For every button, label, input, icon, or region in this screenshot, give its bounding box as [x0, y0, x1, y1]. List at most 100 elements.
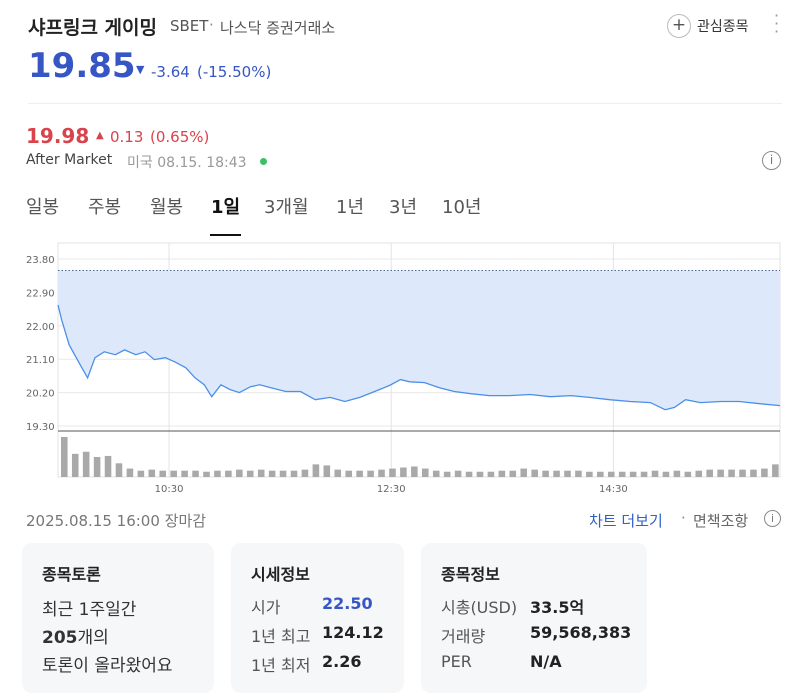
volume-bar [203, 471, 210, 477]
tab[interactable]: 3개월 [264, 197, 309, 218]
volume-bar [356, 470, 363, 477]
volume-bar [323, 465, 331, 477]
tab[interactable]: 1일 [211, 197, 241, 218]
watch-button[interactable]: 관심종목 [697, 19, 749, 35]
volume-bar [629, 471, 637, 477]
card-text: 토론이 올라왔어요 [42, 656, 173, 676]
volume-bar [422, 468, 429, 477]
price-change: -3.64 [151, 63, 190, 81]
volume-bar [553, 470, 560, 477]
volume-bar [159, 470, 167, 477]
divider [28, 103, 782, 104]
volume-bar [586, 471, 593, 477]
row-value: 33.5억 [530, 598, 585, 617]
tab[interactable]: 주봉 [88, 197, 122, 218]
volume-bar [432, 470, 440, 477]
tab[interactable]: 월봉 [150, 197, 184, 218]
card-text: 최근 1주일간 [42, 600, 137, 620]
after-label: After Market [26, 152, 113, 168]
card-title: 시세정보 [251, 565, 310, 584]
volume-bar [509, 470, 517, 477]
more-menu[interactable]: · · · [774, 6, 780, 41]
volume-bar [334, 469, 342, 477]
volume-bar [192, 470, 199, 477]
volume-bar [564, 470, 571, 477]
volume-bar [662, 471, 670, 477]
row-label: PER [441, 652, 472, 671]
info-card[interactable]: 종목정보 시총(USD) 33.5억 거래량 59,568,383 PER N/A [421, 543, 647, 693]
separator: · [209, 16, 214, 34]
volume-bar [728, 469, 735, 477]
volume-bar [148, 469, 156, 477]
row-value: 22.50 [322, 594, 373, 613]
volume-bar [236, 469, 243, 477]
up-arrow: ▲ [96, 130, 104, 141]
ticker: SBET [170, 17, 209, 35]
volume-bar [443, 471, 451, 477]
y-tick-label: 20.20 [26, 389, 55, 400]
x-tick-label: 12:30 [377, 484, 406, 495]
volume-bar [181, 470, 188, 477]
row-value: N/A [530, 652, 562, 671]
volume-bar [717, 469, 724, 477]
volume-bar [772, 464, 779, 477]
volume-bar [246, 470, 254, 477]
row-value: 2.26 [322, 652, 362, 671]
volume-bar [465, 471, 473, 477]
tab[interactable]: 1년 [336, 197, 365, 218]
volume-bar [618, 471, 626, 477]
topic-count: 205 [42, 628, 78, 648]
volume-bar [104, 455, 112, 477]
after-time: 미국 08.15. 18:43 [127, 155, 247, 171]
y-tick-label: 22.90 [26, 288, 55, 299]
plus-icon[interactable]: + [667, 14, 691, 38]
discussion-card[interactable]: 종목토론 최근 1주일간 205개의 토론이 올라왔어요 [22, 543, 214, 693]
volume-bar [542, 470, 549, 477]
info-icon[interactable]: i [764, 510, 781, 527]
row-label: 1년 최저 [251, 656, 311, 675]
volume-bar [279, 470, 287, 477]
volume-bar [531, 469, 538, 477]
volume-bar [378, 469, 385, 477]
exchange: 나스닥 증권거래소 [220, 19, 336, 37]
volume-bar [476, 471, 484, 477]
chart: 19.30 20.20 21.10 22.00 22.90 23.80 10:30 12:30… [26, 242, 781, 495]
volume-bar [750, 469, 757, 477]
volume-bar [520, 468, 528, 477]
price-line [57, 304, 781, 411]
volume-bar [761, 468, 768, 477]
volume-bar [257, 469, 265, 477]
card-text: 205개의 [42, 623, 109, 648]
volume-bar [575, 470, 582, 477]
card-title: 종목토론 [42, 565, 101, 584]
volume-bar [345, 470, 352, 477]
tab[interactable]: 10년 [442, 197, 482, 218]
row-value: 124.12 [322, 623, 384, 642]
quote-card[interactable]: 시세정보 시가 22.50 1년 최고 124.12 1년 최저 2.26 [231, 543, 404, 693]
down-arrow: ▼ [136, 63, 145, 76]
stock-name: 샤프링크 게이밍 [28, 17, 157, 39]
volume-bar [93, 457, 101, 477]
after-change: 0.13 [110, 128, 144, 146]
volume-bar [71, 453, 79, 477]
price-area [58, 270, 780, 410]
volume-bar [673, 470, 681, 477]
row-label: 거래량 [441, 627, 486, 646]
chart-more-link[interactable]: 차트 더보기 [589, 512, 663, 530]
tab[interactable]: 일봉 [26, 197, 60, 218]
y-tick-label: 22.00 [26, 322, 55, 333]
volume-bar [225, 470, 232, 477]
volume-bar [640, 471, 648, 477]
volume-bar [137, 470, 145, 477]
tab-underline [210, 234, 241, 236]
price: 19.85 [28, 46, 136, 86]
volume-bar [214, 470, 221, 477]
card-text: 개의 [77, 628, 109, 648]
volume-bar [597, 471, 604, 477]
tab[interactable]: 3년 [389, 197, 418, 218]
y-tick-label: 19.30 [26, 422, 55, 433]
volume-bar [487, 471, 495, 477]
info-icon[interactable]: i [762, 151, 781, 170]
y-tick-label: 23.80 [26, 255, 55, 266]
disclaimer-link[interactable]: 면책조항 [693, 512, 749, 530]
